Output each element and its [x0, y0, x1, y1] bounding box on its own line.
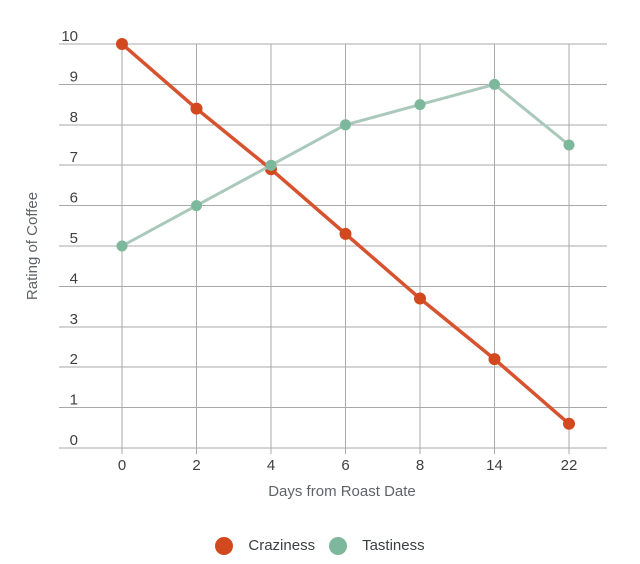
x-tick-label: 0: [118, 457, 126, 474]
data-point: [563, 139, 575, 151]
y-tick-label: 4: [70, 270, 78, 287]
y-tick-label: 9: [70, 68, 78, 85]
legend-dot-tastiness: [329, 537, 348, 555]
y-tick-label: 2: [70, 351, 78, 368]
series-craziness: [116, 38, 575, 430]
y-tick-label: 6: [70, 190, 78, 207]
data-point: [191, 200, 202, 212]
legend-dot-craziness: [215, 537, 234, 555]
x-tick-label: 8: [416, 457, 424, 474]
legend-label-tastiness: Tastiness: [362, 537, 425, 554]
y-tick-label: 8: [70, 109, 78, 126]
data-point: [340, 119, 351, 131]
data-point: [339, 227, 352, 240]
legend-item-craziness: Craziness: [215, 536, 315, 556]
y-tick-label: 0: [70, 432, 78, 449]
x-tick-label: 22: [561, 457, 578, 474]
data-point: [265, 159, 277, 171]
data-point: [116, 38, 128, 50]
y-tick-label: 7: [70, 149, 78, 166]
axis-tick-labels: 0 1 2 3 4 5 6 7 8 9 10 0 2 4 6 8 14 22: [61, 28, 577, 474]
x-tick-label: 4: [267, 457, 275, 474]
gridlines: [59, 43, 607, 454]
legend-item-tastiness: Tastiness: [329, 536, 425, 556]
x-tick-label: 14: [486, 457, 503, 474]
x-tick-label: 6: [341, 457, 349, 474]
data-point: [190, 102, 203, 115]
series-tastiness: [116, 78, 575, 252]
data-point: [563, 417, 575, 430]
legend-label-craziness: Craziness: [248, 537, 316, 554]
data-point: [488, 353, 501, 366]
y-tick-label: 5: [70, 230, 78, 247]
y-tick-label: 10: [61, 28, 78, 45]
series-layer: [116, 38, 575, 430]
y-axis-title: Rating of Coffee: [24, 192, 41, 300]
legend: Craziness Tastiness: [0, 536, 640, 556]
x-axis-title: Days from Roast Date: [268, 483, 416, 500]
data-point: [489, 78, 500, 90]
y-tick-label: 1: [70, 392, 78, 409]
x-tick-label: 2: [192, 457, 200, 474]
data-point: [414, 292, 426, 305]
data-point: [116, 240, 128, 252]
data-point: [414, 99, 426, 111]
y-tick-label: 3: [70, 311, 78, 328]
